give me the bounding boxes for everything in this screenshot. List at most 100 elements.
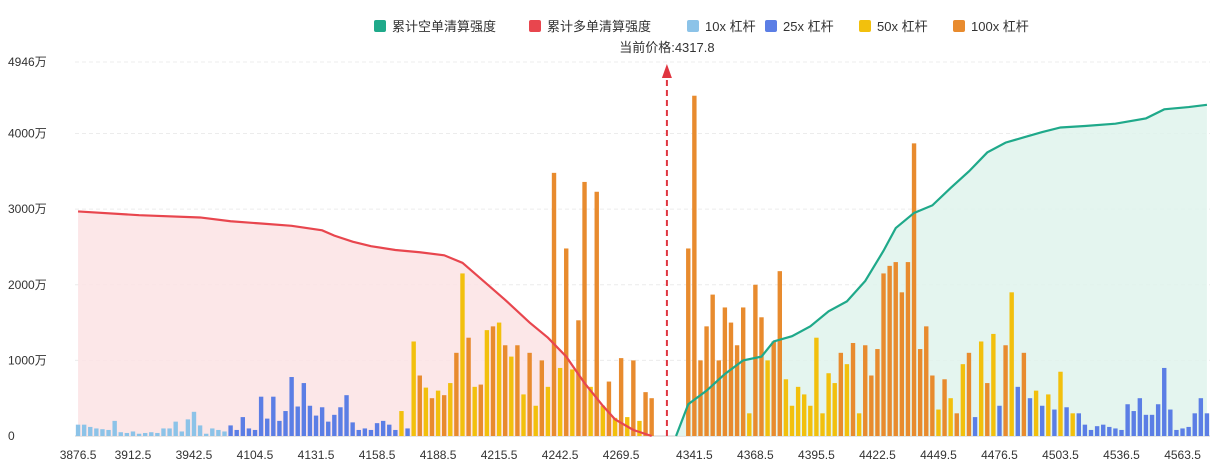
y-tick-label: 2000万 [8, 278, 47, 292]
short-cumulative-line [675, 103, 1208, 437]
bar-100x [893, 262, 898, 436]
bar-25x [326, 421, 331, 436]
bar-25x [1186, 426, 1191, 436]
legend-item[interactable]: 100x 杠杆 [953, 19, 1029, 34]
bar-50x [795, 386, 801, 436]
bar-50x [1070, 413, 1075, 436]
bar-100x [954, 413, 959, 436]
current-price-label: 当前价格:4317.8 [619, 40, 714, 55]
bar-25x [301, 383, 307, 436]
x-tick-label: 4368.5 [737, 448, 774, 462]
legend[interactable]: 累计空单清算强度 累计多单清算强度 10x 杠杆 25x 杠杆 50x 杠杆 100x 杠… [374, 19, 1029, 34]
x-tick-label: 4422.5 [859, 448, 896, 462]
bar-50x [472, 386, 477, 436]
bar-10x [185, 419, 191, 436]
bar-25x [1015, 386, 1020, 436]
bar-25x [1113, 428, 1118, 436]
long-cumulative-line [77, 210, 652, 438]
y-tick-label: 3000万 [8, 202, 47, 216]
bar-100x [722, 307, 728, 436]
bar-50x [637, 420, 642, 436]
legend-item[interactable]: 25x 杠杆 [765, 19, 834, 34]
bar-50x [960, 364, 966, 436]
bar-25x [1082, 424, 1088, 436]
y-tick-label: 0 [8, 429, 15, 443]
bar-50x [588, 386, 593, 436]
bar-10x [216, 429, 221, 436]
bar-25x [1198, 398, 1204, 436]
bar-10x [88, 426, 93, 436]
legend-item[interactable]: 累计多单清算强度 [529, 19, 651, 34]
bar-100x [618, 358, 624, 436]
bar-25x [1076, 413, 1082, 436]
cumulative-lines [77, 103, 1208, 438]
bar-25x [374, 423, 380, 436]
bar-25x [362, 428, 368, 436]
bar-100x [899, 292, 905, 436]
bar-50x [978, 341, 984, 436]
bar-25x [1027, 398, 1033, 436]
bar-100x [551, 172, 557, 437]
bar-25x [277, 420, 282, 436]
bar-50x [1009, 292, 1014, 436]
legend-item[interactable]: 50x 杠杆 [859, 19, 928, 34]
bar-25x [307, 405, 313, 436]
bar-25x [252, 429, 258, 436]
legend-item[interactable]: 10x 杠杆 [687, 19, 756, 34]
bar-10x [197, 425, 203, 436]
bar-100x [753, 284, 758, 436]
bar-50x [545, 386, 551, 436]
bar-25x [1052, 409, 1057, 436]
x-tick-label: 3876.5 [60, 448, 97, 462]
x-tick-label: 4536.5 [1103, 448, 1140, 462]
bar-100x [631, 360, 636, 436]
bar-100x [734, 345, 740, 436]
bar-25x [1088, 429, 1094, 436]
bar-25x [1204, 413, 1210, 436]
legend-label: 50x 杠杆 [877, 19, 928, 34]
bar-10x [161, 428, 166, 436]
bar-100x [594, 191, 599, 436]
bar-100x [905, 262, 911, 436]
legend-item[interactable]: 累计空单清算强度 [374, 19, 496, 34]
bar-25x [1168, 409, 1173, 436]
bar-50x [496, 322, 502, 436]
legend-label: 累计空单清算强度 [392, 19, 496, 34]
bar-10x [124, 432, 130, 436]
bar-25x [338, 407, 343, 436]
bar-100x [1003, 345, 1008, 436]
x-tick-label: 3912.5 [115, 448, 152, 462]
legend-label: 25x 杠杆 [783, 19, 834, 34]
bar-10x [94, 428, 99, 436]
bar-25x [271, 396, 276, 436]
bar-25x [1149, 414, 1155, 436]
bar-100x [850, 342, 856, 436]
bar-10x [149, 432, 154, 436]
bar-100x [429, 398, 435, 436]
bar-50x [826, 373, 831, 436]
bar-100x [930, 375, 935, 436]
short-cumulative-area [676, 104, 1207, 437]
bar-10x [155, 432, 160, 436]
bar-10x [142, 432, 148, 436]
bar-50x [844, 364, 850, 436]
bar-10x [106, 429, 111, 436]
bar-50x [789, 405, 795, 436]
bar-100x [740, 307, 746, 436]
bar-50x [411, 341, 416, 436]
x-tick-label: 4563.5 [1164, 448, 1201, 462]
bar-25x [1064, 407, 1069, 436]
x-tick-label: 4395.5 [798, 448, 835, 462]
x-tick-label: 3942.5 [176, 448, 213, 462]
current-price-arrow [661, 64, 672, 78]
bar-25x [380, 420, 386, 436]
bar-100x [649, 398, 654, 436]
bar-50x [509, 356, 514, 436]
bar-50x [783, 379, 789, 436]
bar-25x [1162, 367, 1167, 436]
bar-100x [692, 95, 697, 436]
bar-50x [765, 360, 770, 436]
legend-swatch [953, 20, 965, 32]
bar-100x [441, 395, 447, 436]
